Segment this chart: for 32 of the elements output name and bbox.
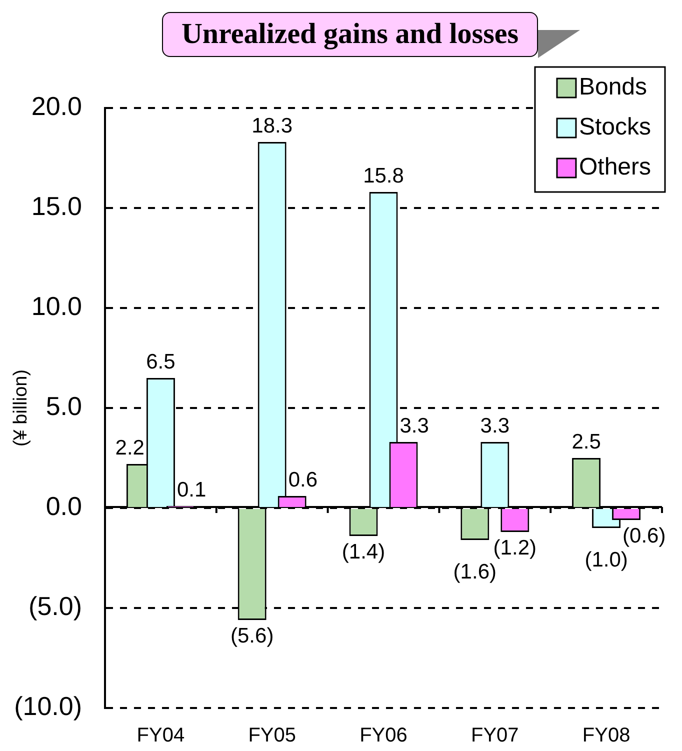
x-tick-label: FY06 — [360, 724, 408, 747]
x-tick-label: FY08 — [582, 724, 630, 747]
data-label: 15.8 — [363, 164, 404, 188]
y-axis-title: (¥ billion) — [10, 369, 32, 447]
data-label: 6.5 — [146, 350, 176, 374]
data-label: 3.3 — [480, 414, 510, 438]
data-label: (0.6) — [622, 524, 666, 548]
data-label: 0.1 — [176, 478, 206, 502]
legend-label: Stocks — [578, 114, 652, 141]
y-tick-label: 5.0 — [46, 391, 82, 422]
legend-label: Bonds — [578, 74, 648, 101]
y-tick-label: 0.0 — [46, 491, 82, 522]
x-tick-label: FY04 — [136, 724, 185, 747]
data-label: (1.6) — [453, 560, 496, 584]
data-label: (5.6) — [230, 624, 274, 648]
y-tick-label: 20.0 — [31, 91, 82, 122]
data-label: 0.6 — [288, 468, 318, 492]
data-label: 2.2 — [115, 436, 144, 460]
data-label: 3.3 — [400, 414, 429, 438]
legend-label: Others — [578, 154, 652, 181]
data-label: (1.4) — [342, 540, 386, 564]
y-tick-label: (10.0) — [14, 691, 82, 722]
chart-title: Unrealized gains and losses — [162, 12, 538, 57]
y-tick-label: 15.0 — [31, 191, 82, 222]
x-tick-label: FY05 — [248, 724, 296, 747]
data-label: 18.3 — [252, 114, 293, 138]
data-label: (1.2) — [493, 536, 536, 560]
data-label: (1.0) — [584, 548, 628, 572]
y-tick-label: 10.0 — [31, 291, 82, 322]
y-tick-label: (5.0) — [28, 591, 82, 622]
data-label: 2.5 — [572, 430, 601, 454]
x-tick-label: FY07 — [470, 724, 519, 747]
